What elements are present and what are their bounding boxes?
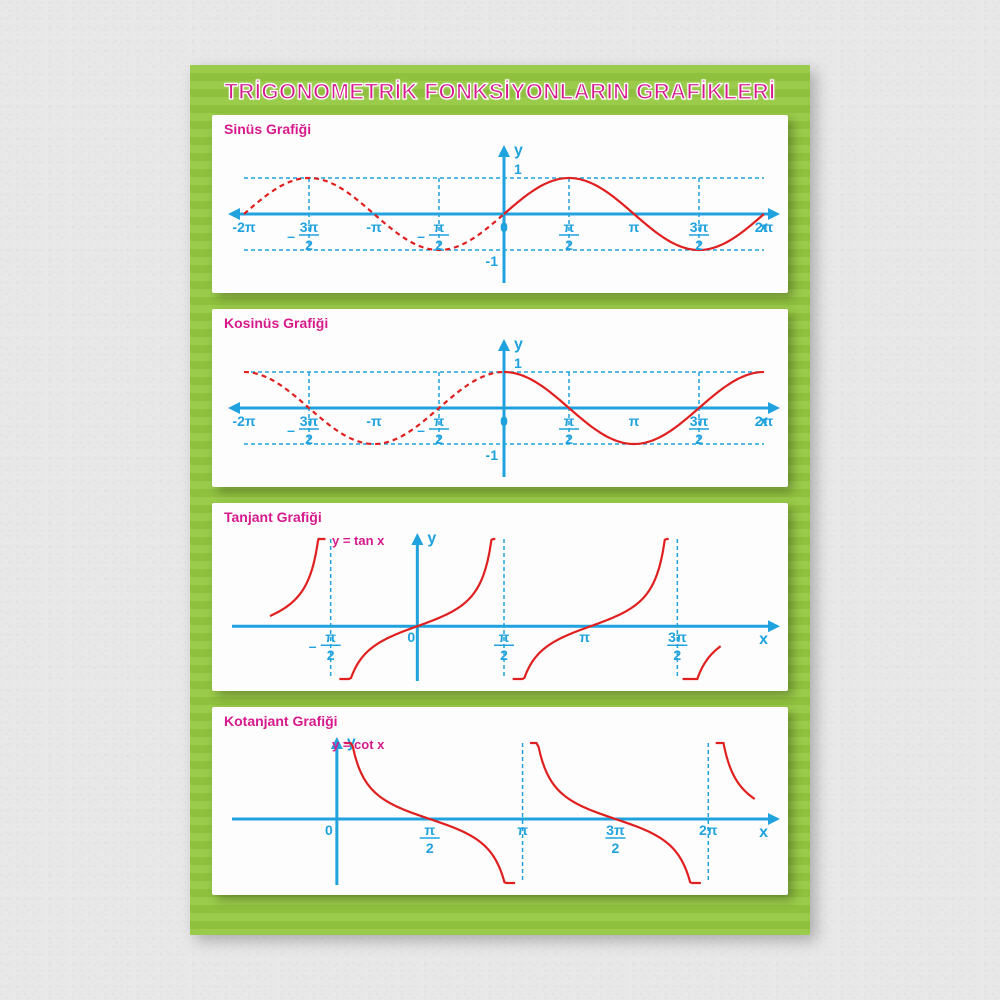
svg-text:0: 0 <box>500 413 508 429</box>
svg-text:0: 0 <box>325 822 333 838</box>
svg-text:0: 0 <box>500 219 508 235</box>
svg-text:2: 2 <box>435 237 443 253</box>
svg-text:–: – <box>287 422 295 438</box>
svg-text:π: π <box>499 629 510 645</box>
cos-chart: yx1-1-2π3π2–-ππ2–0π2π3π22π <box>224 333 784 483</box>
panel-sin: Sinüs Grafiği yx1-1-2π3π2–-ππ2–0π2π3π22π <box>212 115 788 293</box>
svg-text:3π: 3π <box>300 413 319 429</box>
poster-title: TRİGONOMETRİK FONKSİYONLARIN GRAFİKLERİ <box>208 79 792 105</box>
panel-cot: Kotanjant Grafiği y = cot x yx0π2π3π22π <box>212 707 788 895</box>
tan-chart: yxπ2–0π2π3π2 <box>224 527 784 687</box>
svg-text:–: – <box>417 228 425 244</box>
svg-text:3π: 3π <box>690 219 709 235</box>
cot-chart: yx0π2π3π22π <box>224 731 784 891</box>
svg-text:3π: 3π <box>606 822 625 838</box>
svg-text:-1: -1 <box>486 447 499 463</box>
svg-text:x: x <box>759 824 768 841</box>
svg-text:-2π: -2π <box>232 219 255 235</box>
svg-text:y: y <box>427 530 436 547</box>
svg-text:π: π <box>629 219 640 235</box>
svg-text:2: 2 <box>435 431 443 447</box>
svg-text:π: π <box>434 413 445 429</box>
svg-text:π: π <box>517 822 528 838</box>
svg-text:1: 1 <box>514 161 522 177</box>
panel-title-tan: Tanjant Grafiği <box>224 509 780 525</box>
svg-text:-π: -π <box>366 219 382 235</box>
formula-cot: y = cot x <box>332 737 384 752</box>
svg-text:3π: 3π <box>690 413 709 429</box>
panel-title-cos: Kosinüs Grafiği <box>224 315 780 331</box>
svg-text:2: 2 <box>305 431 313 447</box>
svg-text:-π: -π <box>366 413 382 429</box>
svg-text:2π: 2π <box>699 822 718 838</box>
svg-text:y: y <box>514 142 523 159</box>
svg-text:x: x <box>759 631 768 648</box>
panel-title-cot: Kotanjant Grafiği <box>224 713 780 729</box>
panel-cos: Kosinüs Grafiği yx1-1-2π3π2–-ππ2–0π2π3π2… <box>212 309 788 487</box>
svg-text:2: 2 <box>305 237 313 253</box>
svg-text:2: 2 <box>327 647 335 663</box>
svg-text:–: – <box>287 228 295 244</box>
formula-tan: y = tan x <box>332 533 384 548</box>
panel-title-sin: Sinüs Grafiği <box>224 121 780 137</box>
svg-text:2: 2 <box>695 431 703 447</box>
svg-text:1: 1 <box>514 355 522 371</box>
svg-text:2π: 2π <box>755 413 774 429</box>
svg-text:-2π: -2π <box>232 413 255 429</box>
poster: TRİGONOMETRİK FONKSİYONLARIN GRAFİKLERİ … <box>190 65 810 935</box>
svg-text:3π: 3π <box>300 219 319 235</box>
svg-text:2: 2 <box>565 237 573 253</box>
svg-text:2π: 2π <box>755 219 774 235</box>
svg-text:2: 2 <box>695 237 703 253</box>
svg-text:–: – <box>417 422 425 438</box>
svg-text:2: 2 <box>612 840 620 856</box>
svg-text:π: π <box>579 629 590 645</box>
svg-text:2: 2 <box>673 647 681 663</box>
panel-tan: Tanjant Grafiği y = tan x yxπ2–0π2π3π2 <box>212 503 788 691</box>
svg-text:0: 0 <box>407 629 415 645</box>
svg-text:3π: 3π <box>668 629 687 645</box>
svg-text:-1: -1 <box>486 253 499 269</box>
svg-text:π: π <box>629 413 640 429</box>
svg-text:2: 2 <box>565 431 573 447</box>
svg-text:2: 2 <box>426 840 434 856</box>
svg-text:2: 2 <box>500 647 508 663</box>
svg-text:π: π <box>564 413 575 429</box>
svg-text:π: π <box>564 219 575 235</box>
svg-text:π: π <box>325 629 336 645</box>
svg-text:π: π <box>424 822 435 838</box>
svg-text:y: y <box>514 336 523 353</box>
sin-chart: yx1-1-2π3π2–-ππ2–0π2π3π22π <box>224 139 784 289</box>
svg-text:–: – <box>309 638 317 654</box>
svg-text:π: π <box>434 219 445 235</box>
